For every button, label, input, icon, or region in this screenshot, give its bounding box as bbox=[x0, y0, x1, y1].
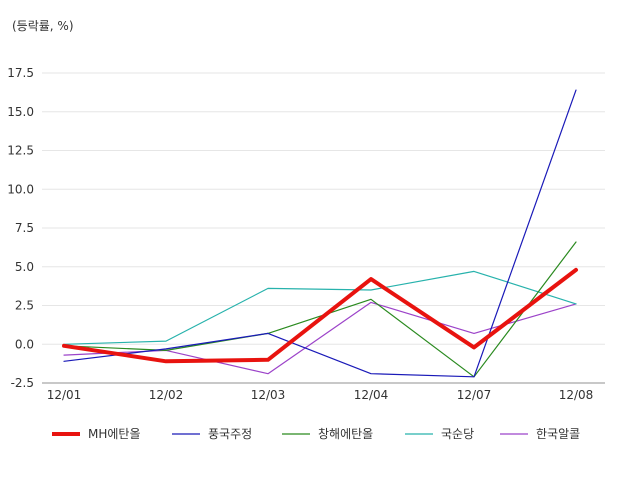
legend-label: 풍국주정 bbox=[208, 427, 252, 441]
legend-label: 창해에탄올 bbox=[318, 427, 373, 441]
y-tick-label: 12.5 bbox=[7, 144, 34, 158]
x-tick-label: 12/02 bbox=[149, 388, 184, 402]
x-axis-ticks: 12/01 12/02 12/03 12/04 12/07 12/08 bbox=[47, 388, 594, 402]
legend-item: 풍국주정 bbox=[172, 427, 252, 441]
y-tick-label: 0.0 bbox=[15, 337, 34, 351]
x-tick-label: 12/03 bbox=[251, 388, 286, 402]
x-tick-label: 12/01 bbox=[47, 388, 82, 402]
y-axis-ticks: -2.5 0.0 2.5 5.0 7.5 10.0 12.5 15.0 17.5 bbox=[7, 66, 34, 390]
x-tick-label: 12/04 bbox=[354, 388, 389, 402]
series-line bbox=[62, 267, 578, 364]
y-tick-label: -2.5 bbox=[11, 376, 34, 390]
series-line bbox=[63, 301, 577, 375]
y-tick-label: 7.5 bbox=[15, 221, 34, 235]
legend-item: MH에탄올 bbox=[52, 427, 141, 441]
legend-item: 국순당 bbox=[405, 427, 474, 441]
y-tick-label: 5.0 bbox=[15, 260, 34, 274]
legend-item: 한국알콜 bbox=[500, 427, 580, 441]
series-line bbox=[63, 241, 577, 378]
legend-item: 창해에탄올 bbox=[282, 427, 373, 441]
series-lines bbox=[62, 89, 578, 378]
unit-label: (등락률, %) bbox=[12, 19, 74, 33]
x-tick-label: 12/07 bbox=[457, 388, 492, 402]
legend-label: 국순당 bbox=[441, 427, 474, 441]
legend: MH에탄올 풍국주정 창해에탄올 국순당 한국알콜 bbox=[52, 427, 580, 441]
series-line bbox=[63, 270, 577, 345]
y-tick-label: 17.5 bbox=[7, 66, 34, 80]
gridlines bbox=[42, 72, 605, 384]
series-line bbox=[63, 89, 577, 378]
y-tick-label: 2.5 bbox=[15, 299, 34, 313]
legend-label: 한국알콜 bbox=[536, 427, 580, 441]
legend-label: MH에탄올 bbox=[88, 427, 141, 441]
y-tick-label: 15.0 bbox=[7, 105, 34, 119]
y-tick-label: 10.0 bbox=[7, 182, 34, 196]
x-tick-label: 12/08 bbox=[559, 388, 594, 402]
